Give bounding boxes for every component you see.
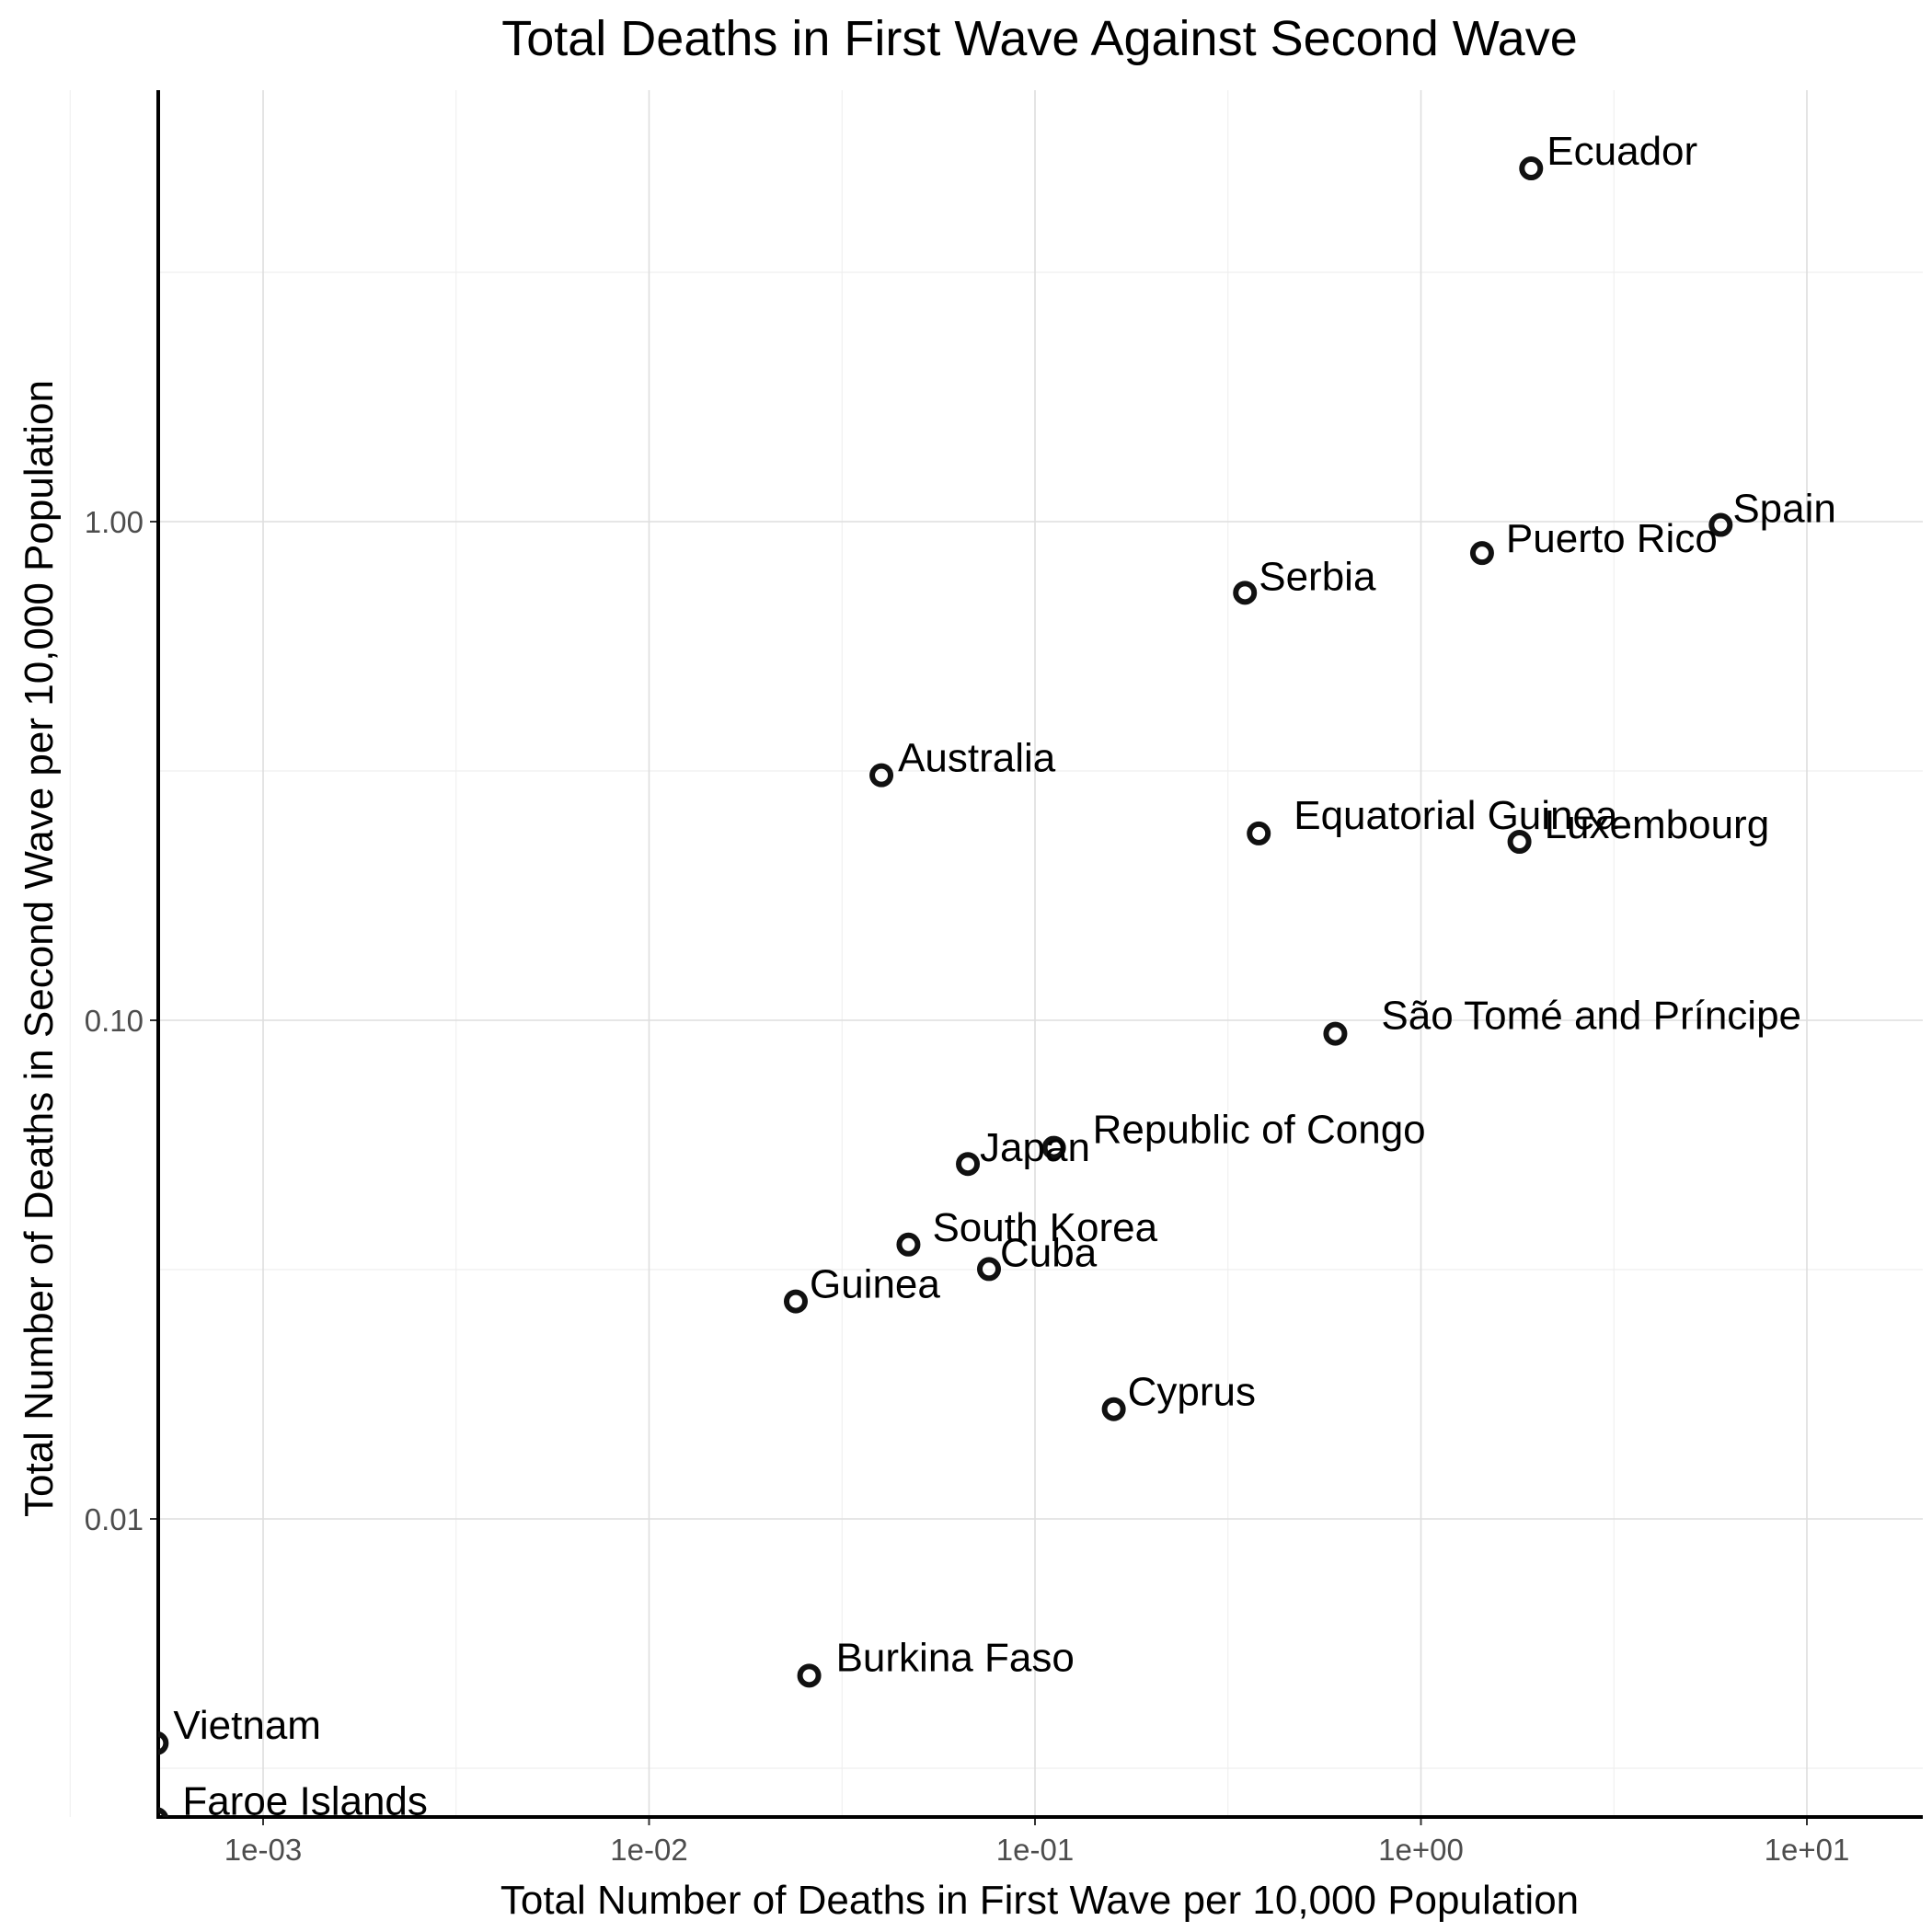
point-luxembourg: [1507, 829, 1532, 854]
point-labels: Ecuador Spain Puerto Rico Serbia Australia Eq…: [173, 129, 1836, 1823]
point-label-faroe-islands: Faroe Islands: [182, 1778, 428, 1823]
point-serbia: [1233, 581, 1258, 605]
point-label-equatorial-guinea: Equatorial Guinea: [1294, 793, 1618, 838]
point-label-puerto-rico: Puerto Rico: [1506, 516, 1718, 561]
point-australia: [869, 763, 894, 788]
point-cyprus: [1101, 1397, 1126, 1421]
point-republic-of-congo: [1041, 1135, 1066, 1160]
point-label-sao-tome-and-principe: São Tomé and Príncipe: [1381, 994, 1801, 1039]
point-label-south-korea: South Korea: [932, 1205, 1157, 1250]
point-cuba: [977, 1257, 1002, 1282]
point-spain: [1708, 512, 1733, 537]
point-label-vietnam: Vietnam: [173, 1703, 321, 1748]
point-label-serbia: Serbia: [1259, 554, 1376, 599]
point-south-korea: [896, 1232, 921, 1257]
x-axis-title: Total Number of Deaths in First Wave per…: [500, 1878, 1579, 1923]
point-sao-tome-and-principe: [1323, 1021, 1348, 1046]
point-japan: [956, 1152, 981, 1177]
x-tick-label: 1e-03: [224, 1833, 302, 1867]
point-label-cuba: Cuba: [1000, 1230, 1098, 1275]
point-label-spain: Spain: [1732, 487, 1836, 532]
point-label-guinea: Guinea: [810, 1262, 940, 1307]
y-tick-label: 0.10: [85, 1004, 144, 1038]
grid: [69, 90, 1923, 1817]
point-guinea: [783, 1289, 808, 1314]
y-tick-label: 0.01: [85, 1502, 144, 1536]
point-label-australia: Australia: [898, 736, 1056, 781]
x-tick-label: 1e-01: [996, 1833, 1074, 1867]
point-label-cyprus: Cyprus: [1128, 1370, 1256, 1415]
point-label-ecuador: Ecuador: [1547, 129, 1697, 174]
point-ecuador: [1519, 156, 1544, 181]
x-tick-label: 1e+01: [1765, 1833, 1850, 1867]
point-equatorial-guinea: [1247, 821, 1271, 845]
point-label-burkina-faso: Burkina Faso: [836, 1635, 1075, 1680]
chart-title: Total Deaths in First Wave Against Secon…: [501, 11, 1578, 66]
x-tick-label: 1e+00: [1378, 1833, 1464, 1867]
point-label-japan: Japan: [980, 1125, 1090, 1170]
x-tick-label: 1e-02: [610, 1833, 687, 1867]
y-tick-label: 1.00: [85, 505, 144, 539]
point-label-republic-of-congo: Republic of Congo: [1093, 1108, 1426, 1153]
point-label-luxembourg: Luxembourg: [1545, 802, 1770, 847]
point-burkina-faso: [797, 1663, 822, 1688]
point-puerto-rico: [1469, 541, 1494, 566]
y-axis-title: Total Number of Deaths in Second Wave pe…: [17, 380, 62, 1517]
axes: 1e-03 1e-02 1e-01 1e+00 1e+01 0.01 0.10 1.00: [85, 90, 1923, 1867]
point-vietnam: [158, 1731, 169, 1755]
data-points: [158, 156, 1733, 1817]
